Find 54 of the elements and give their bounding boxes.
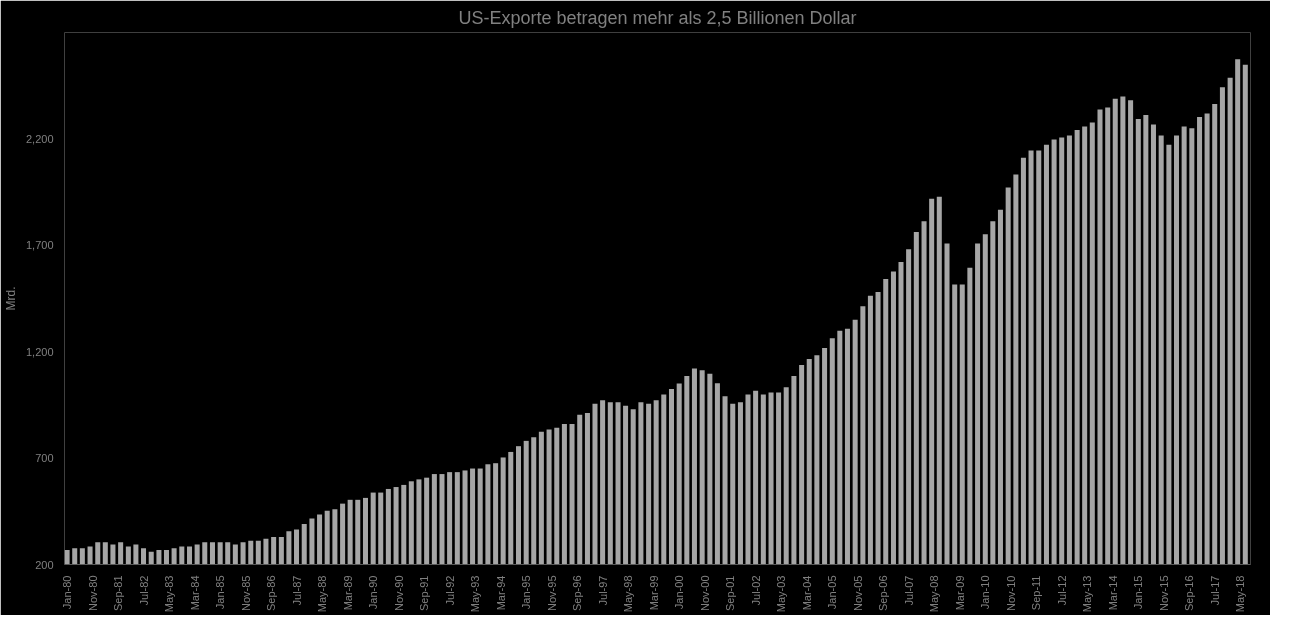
x-tick-label: Nov-15 <box>1157 575 1170 611</box>
x-tick-label: Nov-05 <box>851 575 864 611</box>
x-tick-label: Sep-81 <box>112 575 125 611</box>
x-tick-label: Mar-04 <box>800 575 813 611</box>
x-tick-label: Sep-01 <box>724 575 737 611</box>
x-tick-label: May-13 <box>1081 575 1094 613</box>
x-tick-label: Nov-00 <box>698 575 711 611</box>
x-tick-label: Jul-92 <box>443 575 456 606</box>
x-tick-label: Nov-85 <box>239 575 252 611</box>
x-tick-label: May-03 <box>775 575 788 613</box>
x-tick-label: Mar-89 <box>341 575 354 611</box>
x-tick-label: May-88 <box>316 575 329 613</box>
x-tick-label: May-18 <box>1234 575 1247 613</box>
x-tick-label: Mar-94 <box>494 575 507 611</box>
x-tick-label: Sep-86 <box>265 575 278 611</box>
x-tick-label: Nov-95 <box>545 575 558 611</box>
x-tick-label: Mar-14 <box>1106 575 1119 611</box>
x-tick-label: May-93 <box>469 575 482 613</box>
x-tick-label: Sep-06 <box>877 575 890 611</box>
x-tick-label: Jan-05 <box>826 575 839 610</box>
x-tick-label: Jan-00 <box>673 575 686 610</box>
x-tick-label: Jan-80 <box>61 575 74 610</box>
x-tick-label: Sep-16 <box>1183 575 1196 611</box>
x-tick-label: Jan-10 <box>979 575 992 610</box>
x-tick-label: Jul-12 <box>1055 575 1068 606</box>
chart-title: US-Exporte betragen mehr als 2,5 Billionen Dollar <box>458 7 857 28</box>
y-axis-title: Mrd. <box>3 286 18 311</box>
x-tick-label: Jan-90 <box>367 575 380 610</box>
x-tick-label: May-98 <box>622 575 635 613</box>
x-tick-label: Mar-09 <box>953 575 966 611</box>
y-tick-label: 1,200 <box>25 345 54 358</box>
x-tick-label: Sep-11 <box>1030 575 1043 611</box>
x-tick-label: Jul-97 <box>596 575 609 606</box>
x-tick-label: Jul-17 <box>1208 575 1221 606</box>
x-tick-label: Jul-07 <box>902 575 915 606</box>
x-tick-label: May-08 <box>928 575 941 613</box>
x-tick-label: Jul-82 <box>137 575 150 606</box>
x-tick-label: Sep-96 <box>571 575 584 611</box>
x-tick-label: Jan-85 <box>214 575 227 610</box>
x-tick-label: Jan-15 <box>1132 575 1145 610</box>
x-tick-label: Mar-84 <box>188 575 201 611</box>
x-tick-label: Jan-95 <box>520 575 533 610</box>
y-tick-label: 700 <box>35 452 54 465</box>
x-tick-label: Jul-02 <box>749 575 762 606</box>
x-tick-label: Jul-87 <box>290 575 303 606</box>
y-tick-label: 2,200 <box>25 132 54 145</box>
y-tick-label: 1,700 <box>25 239 54 252</box>
x-tick-label: Sep-91 <box>418 575 431 611</box>
x-tick-label: Nov-80 <box>86 575 99 611</box>
x-tick-label: Nov-90 <box>392 575 405 611</box>
x-tick-label: Nov-10 <box>1004 575 1017 611</box>
x-tick-label: May-83 <box>162 575 175 613</box>
y-tick-label: 200 <box>35 558 54 571</box>
x-tick-label: Mar-99 <box>647 575 660 611</box>
